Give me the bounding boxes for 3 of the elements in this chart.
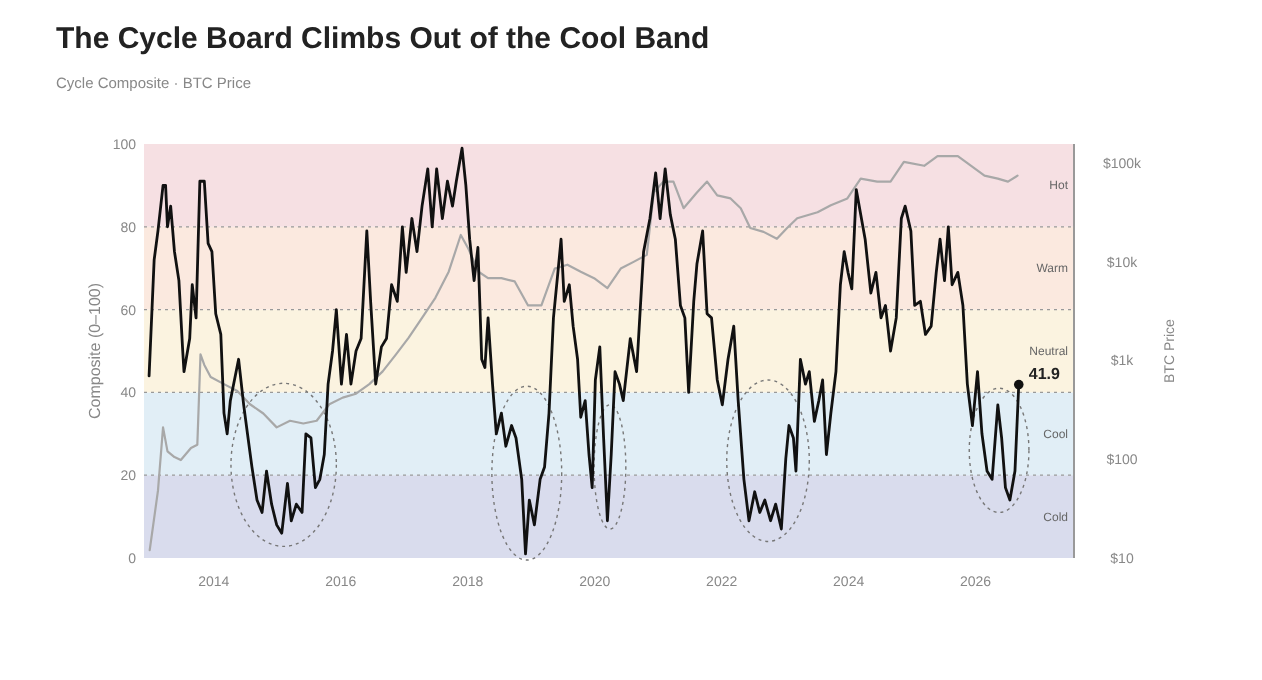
y-axis-title: Composite (0–100) [86,282,104,420]
annotation: 41.9 [1028,364,1062,383]
chart-title: The Cycle Board Climbs Out of the Cool Band [56,22,710,56]
